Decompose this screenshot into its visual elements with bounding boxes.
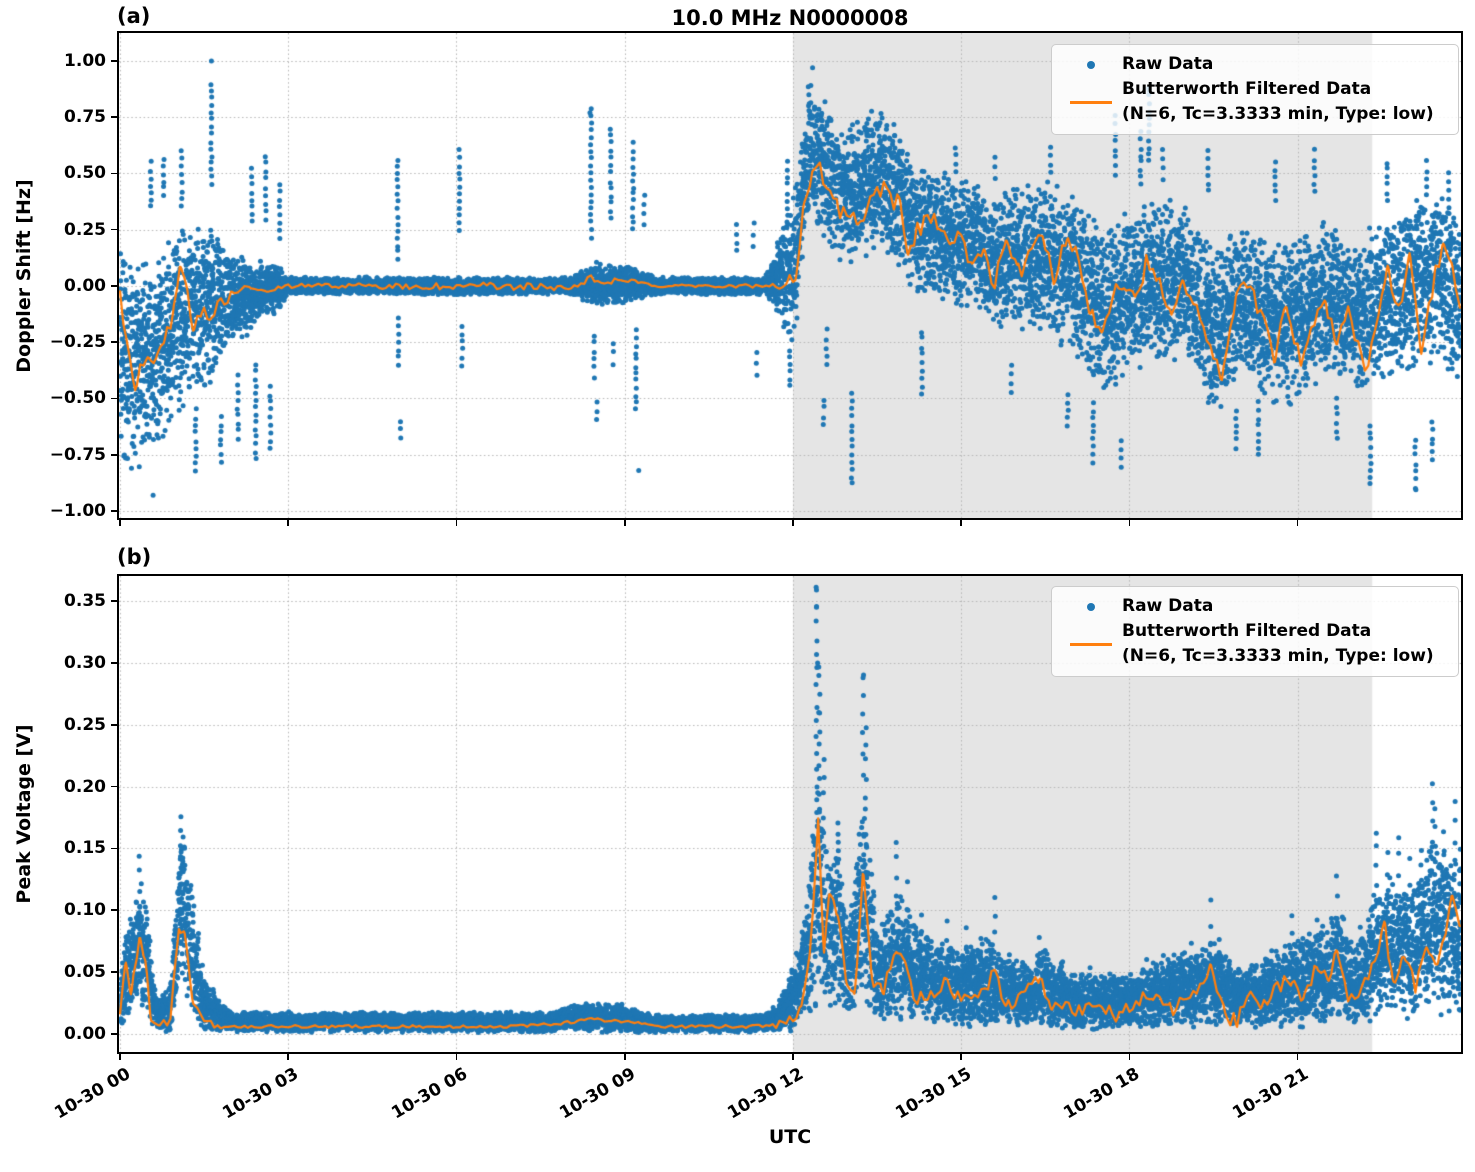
y-tick-mark [111,510,117,512]
y-tick-mark [111,341,117,344]
x-tick-mark [287,1054,290,1060]
x-tick-mark [455,1054,458,1060]
y-tick-mark [111,847,117,850]
y-tick-label: 0.00 [64,275,106,296]
y-tick-mark [111,285,117,287]
y-tick-label: 0.20 [64,776,106,797]
x-tick-mark [1296,520,1299,526]
y-tick-label: 0.75 [64,107,106,128]
y-tick-mark [111,397,117,400]
y-tick-mark [111,971,117,973]
y-tick-label: 0.50 [64,163,106,184]
y-tick-label: −1.00 [49,501,106,522]
x-tick-mark [287,520,290,526]
x-tick-label: 10-30 00 [51,1064,135,1124]
y-tick-label: 1.00 [64,50,106,71]
y-tick-label: 0.10 [64,900,106,921]
y-tick-label: −0.75 [49,444,106,465]
legend-b-filtered-row: Butterworth Filtered Data (N=6, Tc=3.333… [1060,619,1448,669]
legend-a-filtered-params: (N=6, Tc=3.3333 min, Type: low) [1122,104,1434,124]
x-tick-mark [960,520,962,526]
legend-b-raw-label: Raw Data [1122,596,1214,616]
panel-b-label: (b) [117,545,152,569]
x-tick-mark [960,1054,962,1060]
y-tick-label: 0.25 [64,714,106,735]
y-tick-mark [111,1033,117,1035]
y-tick-label: 0.00 [64,1023,106,1044]
legend-a-filtered-label: Butterworth Filtered Data (N=6, Tc=3.333… [1122,77,1434,127]
raw-data-marker-icon [1060,602,1122,611]
y-tick-mark [111,116,117,118]
y-tick-label: 0.35 [64,591,106,612]
y-tick-mark [111,600,117,602]
x-axis-label-utc: UTC [768,1126,812,1148]
y-tick-label: 0.15 [64,838,106,859]
x-tick-label: 10-30 21 [1228,1064,1312,1124]
y-axis-label-voltage: Peak Voltage [V] [13,724,35,904]
y-tick-label: 0.25 [64,219,106,240]
x-tick-mark [1296,1054,1299,1060]
legend-a-filtered-title: Butterworth Filtered Data [1122,79,1372,99]
legend-b-filtered-params: (N=6, Tc=3.3333 min, Type: low) [1122,646,1434,666]
x-tick-mark [119,520,121,526]
x-tick-mark [623,1054,626,1060]
y-tick-mark [111,909,117,912]
legend-b-raw-row: Raw Data [1060,594,1448,619]
x-tick-mark [1128,1054,1131,1060]
y-axis-label-doppler: Doppler Shift [Hz] [13,179,35,373]
legend-a-raw-label: Raw Data [1122,54,1214,74]
panel-a-label: (a) [117,4,151,28]
plot-box-a [117,31,1463,520]
raw-data-marker-icon [1060,60,1122,69]
y-tick-label: 0.30 [64,652,106,673]
y-tick-label: −0.25 [49,332,106,353]
y-tick-mark [111,60,117,62]
y-tick-mark [111,662,117,664]
y-tick-mark [111,785,117,788]
legend-a-raw-row: Raw Data [1060,52,1448,77]
x-tick-label: 10-30 12 [724,1064,807,1124]
legend-b-filtered-label: Butterworth Filtered Data (N=6, Tc=3.333… [1122,619,1434,669]
x-tick-mark [455,520,458,526]
x-tick-label: 10-30 18 [1060,1064,1144,1124]
x-tick-mark [119,1054,121,1060]
chart-title: 10.0 MHz N0000008 [671,6,909,30]
y-tick-mark [111,453,117,456]
filtered-line-marker-icon [1060,100,1122,104]
legend-a: Raw Data Butterworth Filtered Data (N=6,… [1051,44,1459,135]
legend-b: Raw Data Butterworth Filtered Data (N=6,… [1051,586,1459,677]
x-tick-label: 10-30 06 [387,1064,471,1124]
x-tick-mark [792,1054,794,1060]
x-tick-mark [1128,520,1131,526]
plot-box-b [117,574,1463,1054]
y-tick-mark [111,228,117,231]
y-tick-label: −0.50 [49,388,106,409]
x-tick-label: 10-30 03 [219,1064,303,1124]
x-tick-label: 10-30 09 [556,1064,639,1124]
y-tick-mark [111,723,117,726]
y-tick-mark [111,172,117,175]
legend-a-filtered-row: Butterworth Filtered Data (N=6, Tc=3.333… [1060,77,1448,127]
x-tick-mark [792,520,794,526]
filtered-line-marker-icon [1060,642,1122,646]
x-tick-label: 10-30 15 [892,1064,976,1124]
y-tick-label: 0.05 [64,962,106,983]
legend-b-filtered-title: Butterworth Filtered Data [1122,621,1372,641]
x-tick-mark [623,520,626,526]
